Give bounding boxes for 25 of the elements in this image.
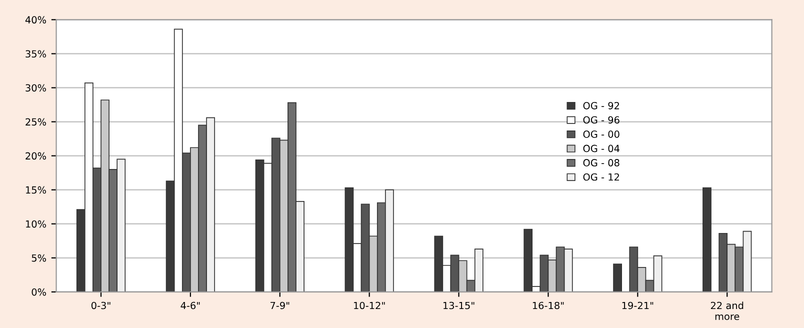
bar: [613, 264, 622, 292]
legend-label: OG - 12: [583, 173, 620, 181]
legend-label: OG - 04: [583, 144, 620, 152]
y-tick-label: 35%: [26, 50, 46, 58]
y-tick-label: 40%: [25, 16, 46, 24]
x-tick-label: 10-12": [354, 302, 385, 310]
x-tick-label: 4-6": [180, 302, 200, 310]
y-tick-label: 10%: [26, 220, 46, 228]
legend-label: OG - 08: [583, 159, 620, 166]
x-tick-label: 13-15": [443, 302, 474, 310]
legend-label: OG - 92: [583, 102, 620, 110]
y-tick-label: 5%: [32, 254, 46, 262]
legend-label: OG - 00: [583, 130, 620, 138]
x-tick-label: 22 and more: [710, 302, 744, 320]
y-tick-label: 30%: [26, 84, 46, 92]
y-tick-label: 0%: [32, 288, 46, 296]
legend-label: OG - 96: [583, 116, 620, 124]
x-tick-label: 16-18": [532, 302, 564, 310]
y-tick-label: 25%: [26, 118, 46, 126]
y-tick-label: 15%: [26, 186, 46, 194]
y-tick-label: 20%: [26, 152, 46, 160]
x-tick-label: 7-9": [270, 302, 290, 310]
x-tick-label: 0-3": [91, 302, 110, 310]
x-tick-label: 19-21": [622, 302, 654, 310]
bar: [702, 187, 712, 292]
